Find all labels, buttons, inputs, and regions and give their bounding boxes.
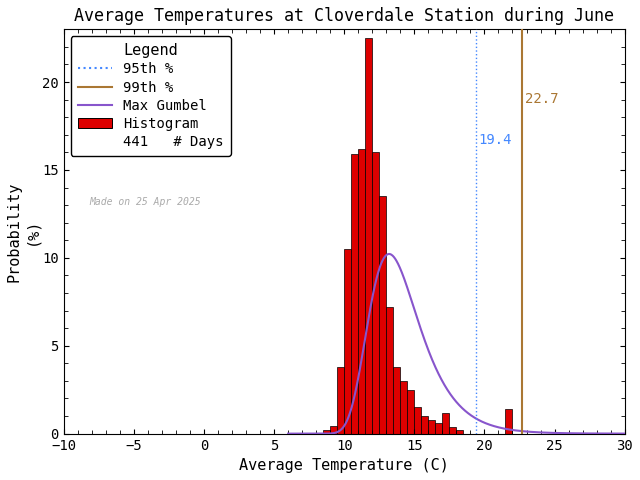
Bar xyxy=(421,416,428,433)
Bar xyxy=(365,38,372,433)
Bar xyxy=(330,426,337,433)
Bar xyxy=(506,409,513,433)
X-axis label: Average Temperature (C): Average Temperature (C) xyxy=(239,458,449,473)
Bar xyxy=(372,152,380,433)
Text: 22.7: 22.7 xyxy=(525,92,559,106)
Bar xyxy=(400,381,407,433)
Text: 19.4: 19.4 xyxy=(478,132,511,146)
Y-axis label: Probability
(%): Probability (%) xyxy=(7,181,39,282)
Bar xyxy=(387,307,394,433)
Bar xyxy=(323,430,330,433)
Bar xyxy=(337,367,344,433)
Bar xyxy=(435,423,442,433)
Bar xyxy=(442,412,449,433)
Bar xyxy=(407,390,414,433)
Bar xyxy=(449,427,456,433)
Bar xyxy=(358,149,365,433)
Title: Average Temperatures at Cloverdale Station during June: Average Temperatures at Cloverdale Stati… xyxy=(74,7,614,25)
Bar xyxy=(394,367,400,433)
Bar xyxy=(344,249,351,433)
Bar xyxy=(456,430,463,433)
Text: Made on 25 Apr 2025: Made on 25 Apr 2025 xyxy=(89,197,200,207)
Legend: 95th %, 99th %, Max Gumbel, Histogram, 441   # Days: 95th %, 99th %, Max Gumbel, Histogram, 4… xyxy=(70,36,231,156)
Bar xyxy=(428,420,435,433)
Bar xyxy=(351,154,358,433)
Bar xyxy=(414,407,421,433)
Bar xyxy=(380,196,387,433)
